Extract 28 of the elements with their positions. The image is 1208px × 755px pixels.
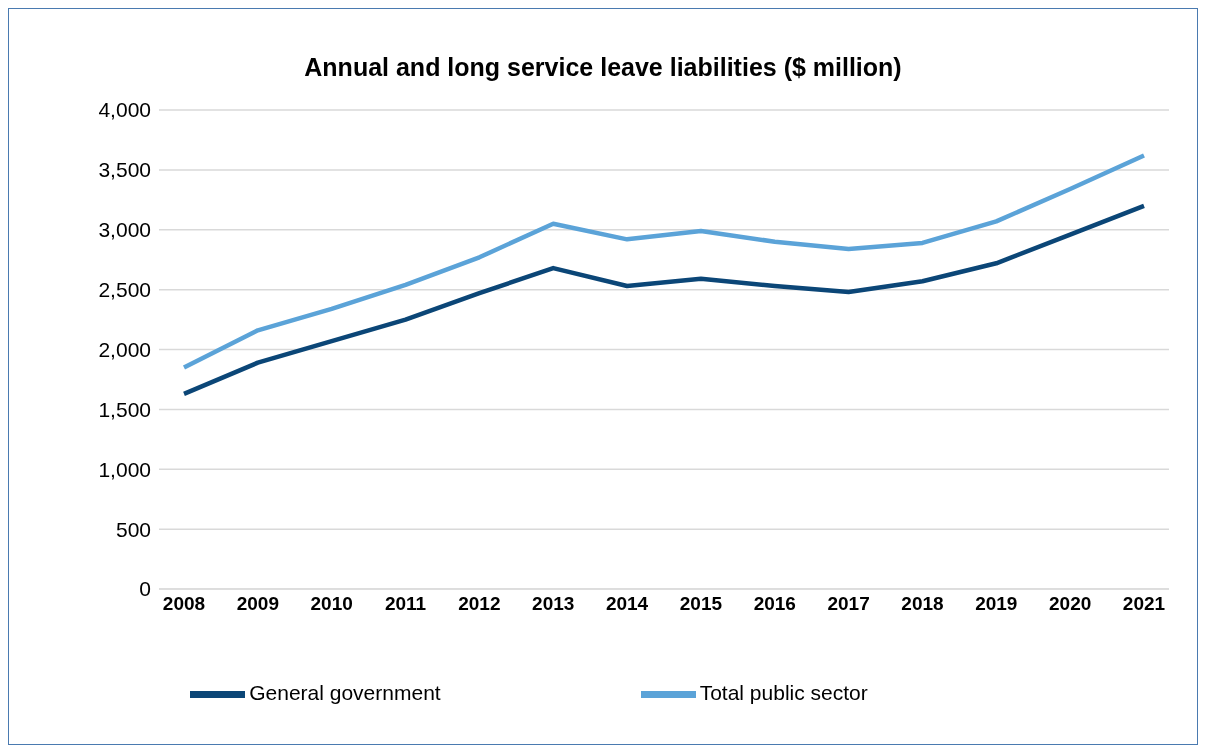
y-tick-label: 2,500: [98, 278, 151, 302]
y-tick-label: 4,000: [98, 98, 151, 122]
y-tick-label: 1,500: [98, 397, 151, 421]
y-tick-label: 1,000: [98, 457, 151, 481]
line-series: [181, 153, 1147, 370]
x-tick-label: 2018: [901, 593, 944, 615]
x-tick-label: 2008: [162, 593, 206, 615]
chart-title: Annual and long service leave liabilities ($ million): [303, 53, 903, 82]
y-tick-label: 3,000: [98, 218, 151, 242]
x-tick-label: 2011: [384, 593, 427, 615]
x-tick-label: 2009: [236, 593, 279, 615]
x-tick-label: 2017: [827, 593, 870, 615]
line-series: [181, 203, 1147, 397]
x-tick-label: 2012: [458, 593, 501, 615]
legend-label: Total public sector: [699, 681, 868, 705]
legend-label: General government: [249, 681, 441, 705]
x-tick-label: 2013: [532, 593, 575, 615]
x-tick-label: 2019: [975, 593, 1018, 615]
y-tick-label: 0: [139, 577, 151, 601]
x-tick-label: 2020: [1049, 593, 1092, 615]
x-tick-label: 2021: [1122, 593, 1166, 615]
y-tick-label: 2,000: [98, 337, 151, 361]
y-tick-label: 500: [115, 517, 151, 541]
x-tick-label: 2016: [753, 593, 796, 615]
x-tick-label: 2015: [679, 593, 723, 615]
y-tick-label: 3,500: [98, 158, 151, 182]
x-tick-label: 2010: [310, 593, 353, 615]
x-tick-label: 2014: [605, 593, 649, 615]
